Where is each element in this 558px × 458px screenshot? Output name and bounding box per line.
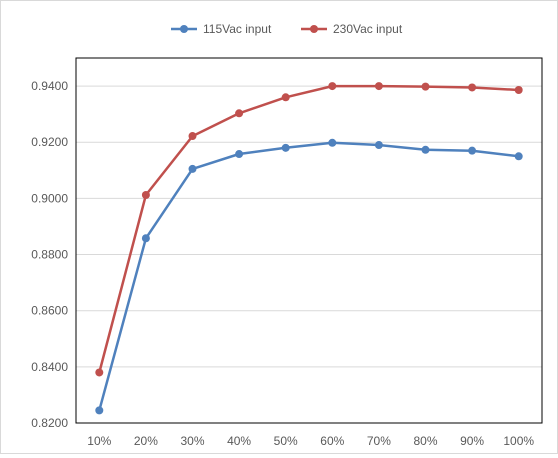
data-point xyxy=(468,146,477,155)
y-tick-label: 0.9200 xyxy=(31,135,68,149)
data-point xyxy=(235,109,244,118)
data-point xyxy=(281,143,290,152)
x-tick-label: 60% xyxy=(320,434,344,448)
x-tick-label: 20% xyxy=(134,434,158,448)
data-point xyxy=(514,152,523,161)
series-layer xyxy=(95,82,523,415)
data-point xyxy=(281,93,290,102)
x-tick-label: 30% xyxy=(180,434,204,448)
gridlines xyxy=(76,85,542,424)
data-point xyxy=(468,83,477,92)
x-tick-label: 10% xyxy=(87,434,111,448)
plot-area xyxy=(75,57,543,424)
legend-swatch-marker xyxy=(310,25,318,33)
data-point xyxy=(374,141,383,150)
data-point xyxy=(188,164,197,173)
series-line xyxy=(98,141,519,411)
y-tick-label: 0.8800 xyxy=(31,248,68,262)
y-tick-label: 0.9000 xyxy=(31,191,68,205)
x-tick-label: 100% xyxy=(503,434,534,448)
y-tick-label: 0.8200 xyxy=(31,416,68,430)
legend-label: 115Vac input xyxy=(203,22,272,36)
data-point xyxy=(328,82,337,91)
x-tick-label: 80% xyxy=(413,434,437,448)
data-point xyxy=(328,138,337,147)
data-point xyxy=(95,368,104,377)
series-1 xyxy=(95,138,523,415)
y-tick-label: 0.8400 xyxy=(31,360,68,374)
data-point xyxy=(95,406,104,415)
data-point xyxy=(141,234,150,243)
legend-item: 230Vac input xyxy=(301,22,403,36)
legend-item: 115Vac input xyxy=(171,22,272,36)
data-point xyxy=(188,132,197,141)
data-point xyxy=(374,82,383,91)
data-point xyxy=(235,150,244,159)
legend-swatch-marker xyxy=(180,25,188,33)
y-tick-label: 0.9400 xyxy=(31,79,68,93)
data-point xyxy=(514,86,523,95)
y-axis-tick-labels: 0.8200 0.8400 0.8600 0.8800 0.9000 0.9200 0.94… xyxy=(31,79,68,430)
x-tick-label: 70% xyxy=(367,434,391,448)
x-axis-tick-labels: 10% 20% 30% 40% 50% 60% 70% 80% 90% 100% xyxy=(87,434,534,448)
x-tick-label: 40% xyxy=(227,434,251,448)
legend-label: 230Vac input xyxy=(333,22,403,36)
legend: 115Vac input 230Vac input xyxy=(171,22,403,36)
series-2 xyxy=(95,82,523,377)
y-tick-label: 0.8600 xyxy=(31,304,68,318)
series-line xyxy=(98,84,519,373)
x-tick-label: 50% xyxy=(274,434,298,448)
data-point xyxy=(421,82,430,91)
x-tick-label: 90% xyxy=(460,434,484,448)
data-point xyxy=(421,145,430,154)
data-point xyxy=(141,191,150,200)
